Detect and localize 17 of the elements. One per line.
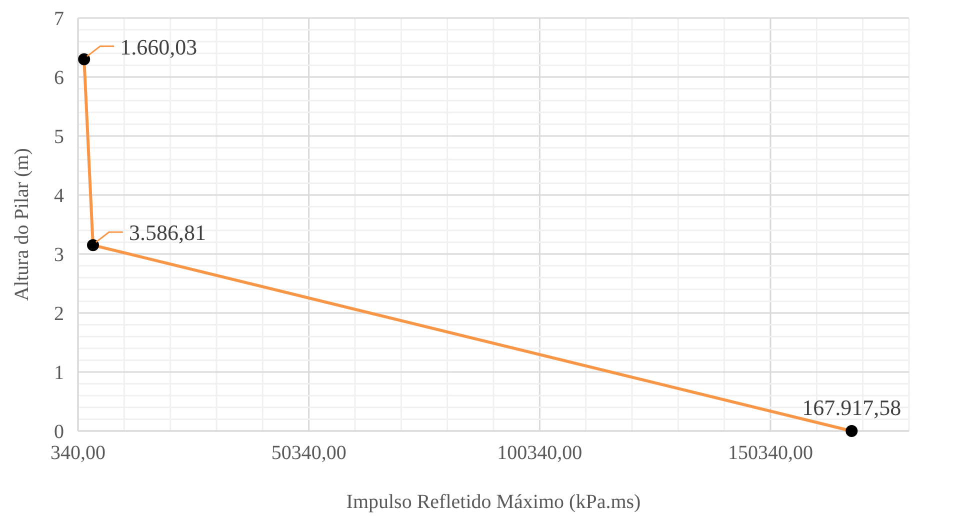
y-tick-label: 5: [54, 126, 64, 148]
y-tick-label: 0: [54, 421, 64, 443]
y-tick-label: 7: [54, 8, 64, 30]
annotation: 1.660,03: [120, 34, 198, 60]
y-tick-label: 6: [54, 67, 64, 89]
x-tick-label: 50340,00: [271, 442, 346, 464]
x-tick-label: 100340,00: [497, 442, 582, 464]
y-tick-label: 3: [54, 244, 64, 266]
y-axis-title: Altura do Pilar (m): [11, 148, 33, 301]
y-tick-label: 2: [54, 303, 64, 325]
annotation: 167.917,58: [802, 395, 902, 420]
x-tick-label: 340,00: [50, 442, 106, 464]
annotation: 3.586,81: [128, 220, 206, 246]
y-tick-label: 1: [54, 362, 64, 384]
y-tick-label: 4: [54, 185, 64, 207]
x-axis-title: Impulso Refletido Máximo (kPa.ms): [346, 491, 641, 513]
x-tick-label: 150340,00: [728, 442, 813, 464]
